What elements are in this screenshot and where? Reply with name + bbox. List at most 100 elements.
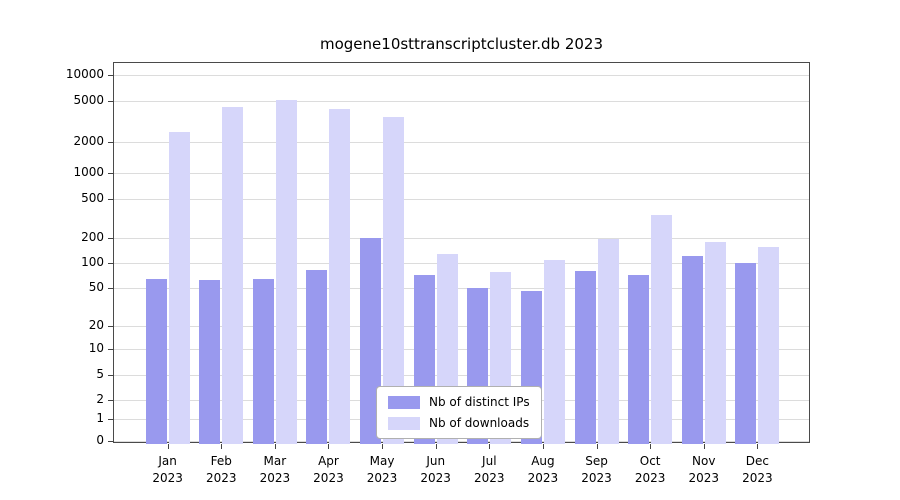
bar-downloads-nov xyxy=(704,241,726,444)
legend-label-distinct-ips: Nb of distinct IPs xyxy=(429,395,530,409)
x-tick-label: Sep 2023 xyxy=(565,453,629,487)
x-tick-mark xyxy=(328,444,330,449)
bar-downloads-apr xyxy=(329,108,351,444)
plot-area: 0 1 2 5 10 20 50 100 200 500 1000 2000 5000 10000 Jan… xyxy=(66,62,810,485)
x-tick-label: Oct 2023 xyxy=(618,453,682,487)
bar-distinct-ips-oct xyxy=(628,274,650,444)
gridline xyxy=(114,375,809,376)
y-tick-mark xyxy=(108,419,114,420)
x-tick-label: Jul 2023 xyxy=(457,453,521,487)
x-tick-label: Dec 2023 xyxy=(725,453,789,487)
bar-distinct-ips-may xyxy=(360,238,382,444)
bar-downloads-mar xyxy=(275,100,297,444)
gridline xyxy=(114,288,809,289)
y-tick-mark xyxy=(108,326,114,327)
x-tick-label-year: 2023 xyxy=(420,471,451,485)
y-tick-label: 100 xyxy=(81,255,104,269)
y-tick-label: 0 xyxy=(96,433,104,447)
bar-downloads-dec xyxy=(758,247,780,444)
x-tick-label: Jun 2023 xyxy=(404,453,468,487)
gridline xyxy=(114,263,809,264)
x-tick-label-month: Oct xyxy=(639,454,661,468)
legend-swatch-distinct-ips xyxy=(388,395,420,409)
x-tick-label-month: Nov xyxy=(692,454,716,468)
x-tick-label: Mar 2023 xyxy=(243,453,307,487)
y-tick-label: 10 xyxy=(88,341,104,355)
x-tick-mark xyxy=(274,444,276,449)
y-tick-mark xyxy=(108,142,114,143)
bar-distinct-ips-apr xyxy=(306,270,328,444)
x-tick-mark xyxy=(435,444,437,449)
y-tick-label: 1000 xyxy=(73,165,104,179)
gridline xyxy=(114,101,809,102)
chart-title: mogene10sttranscriptcluster.db 2023 xyxy=(320,35,603,53)
y-tick-label: 20 xyxy=(88,318,104,332)
x-tick-mark xyxy=(757,444,759,449)
x-tick-label: May 2023 xyxy=(350,453,414,487)
y-tick-mark xyxy=(108,263,114,264)
y-tick-mark xyxy=(108,238,114,239)
x-tick-label-month: Jun xyxy=(426,454,446,468)
y-tick-mark xyxy=(108,349,114,350)
x-tick-label: Feb 2023 xyxy=(189,453,253,487)
x-tick-mark xyxy=(382,444,384,449)
x-tick-label-month: Jan xyxy=(158,454,177,468)
x-tick-mark xyxy=(703,444,705,449)
y-tick-label: 50 xyxy=(88,280,104,294)
x-tick-label: Aug 2023 xyxy=(511,453,575,487)
y-tick-mark xyxy=(108,75,114,76)
y-tick-label: 1 xyxy=(96,411,104,425)
x-tick-label-year: 2023 xyxy=(634,471,666,485)
x-tick-mark xyxy=(489,444,491,449)
y-tick-label: 5 xyxy=(96,367,104,381)
x-tick-mark xyxy=(167,444,169,449)
x-tick-label-month: Apr xyxy=(318,454,339,468)
x-tick-label-month: Aug xyxy=(531,454,555,468)
bar-downloads-may xyxy=(383,116,405,444)
gridline xyxy=(114,199,809,200)
x-tick-label-month: Mar xyxy=(263,454,287,468)
bar-distinct-ips-sep xyxy=(574,271,596,444)
x-tick-label-month: Jul xyxy=(482,454,497,468)
bar-distinct-ips-nov xyxy=(681,256,703,444)
gridline xyxy=(114,441,809,442)
x-tick-label-month: May xyxy=(369,454,395,468)
legend: Nb of distinct IPs Nb of downloads xyxy=(376,386,542,439)
x-tick-label-year: 2023 xyxy=(527,471,559,485)
legend-item-distinct-ips: Nb of distinct IPs xyxy=(388,395,530,409)
bar-downloads-oct xyxy=(651,215,673,444)
bar-downloads-jan xyxy=(168,132,190,444)
y-tick-label: 5000 xyxy=(73,93,104,107)
y-tick-label: 10000 xyxy=(65,67,104,81)
x-tick-label-year: 2023 xyxy=(313,471,344,485)
gridline xyxy=(114,238,809,239)
gridline xyxy=(114,173,809,174)
bar-downloads-feb xyxy=(222,106,244,444)
y-tick-mark xyxy=(108,199,114,200)
gridline xyxy=(114,75,809,76)
y-tick-mark xyxy=(108,375,114,376)
bar-distinct-ips-jan xyxy=(145,278,167,444)
x-tick-label-year: 2023 xyxy=(581,471,612,485)
x-tick-label-year: 2023 xyxy=(259,471,291,485)
y-tick-label: 500 xyxy=(81,191,104,205)
bar-downloads-aug xyxy=(543,259,565,444)
y-tick-label: 200 xyxy=(81,230,104,244)
y-tick-mark xyxy=(108,173,114,174)
x-tick-label-year: 2023 xyxy=(742,471,773,485)
y-tick-mark xyxy=(108,441,114,442)
x-tick-label-year: 2023 xyxy=(366,471,398,485)
x-tick-label-month: Feb xyxy=(210,454,232,468)
bar-distinct-ips-mar xyxy=(252,278,274,444)
y-tick-mark xyxy=(108,400,114,401)
gridline xyxy=(114,326,809,327)
x-tick-mark xyxy=(542,444,544,449)
x-tick-label: Apr 2023 xyxy=(296,453,360,487)
legend-item-downloads: Nb of downloads xyxy=(388,416,530,430)
legend-swatch-downloads xyxy=(388,416,420,430)
y-tick-label: 2000 xyxy=(73,134,104,148)
x-tick-mark xyxy=(650,444,652,449)
bar-downloads-sep xyxy=(597,238,619,444)
x-tick-label: Nov 2023 xyxy=(672,453,736,487)
